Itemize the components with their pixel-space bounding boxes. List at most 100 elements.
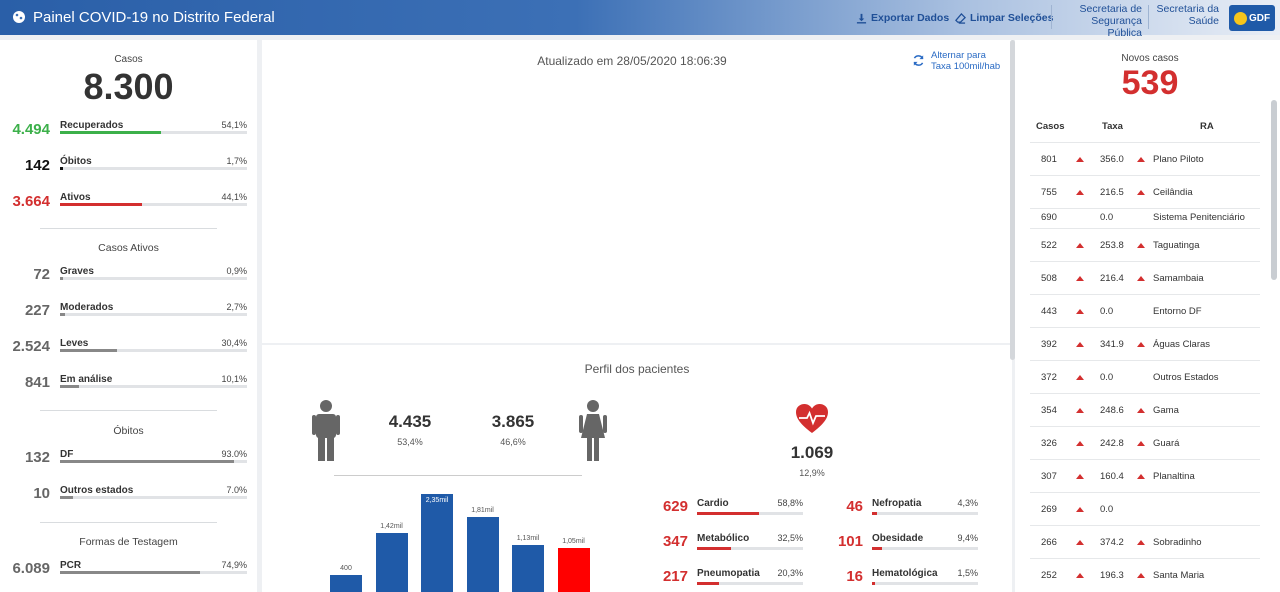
- stat-row[interactable]: 72 Graves 0,9%: [0, 266, 257, 296]
- column-header-ra[interactable]: RA: [1200, 121, 1214, 132]
- app-header: Painel COVID-19 no Distrito Federal Expo…: [0, 0, 1280, 39]
- stat-label: Moderados: [60, 302, 114, 313]
- cell-taxa: 216.5: [1100, 187, 1124, 198]
- stat-bar: [60, 349, 247, 352]
- stat-value: 142: [24, 157, 50, 174]
- stat-label: Outros estados: [60, 485, 134, 496]
- cell-casos: 392: [1041, 339, 1057, 350]
- stat-bar-fill: [60, 167, 64, 170]
- comorbidity-percent: 58,8%: [777, 498, 803, 508]
- stat-row[interactable]: 841 Em análise 10,1%: [0, 374, 257, 404]
- chart-bar[interactable]: [512, 544, 544, 592]
- comorbidity-bar: [697, 512, 803, 515]
- cell-taxa: 248.6: [1100, 405, 1124, 416]
- comorbidity-bar-fill: [872, 582, 876, 585]
- up-arrow-icon: [1076, 157, 1084, 162]
- stat-row[interactable]: 2.524 Leves 30,4%: [0, 338, 257, 368]
- table-row[interactable]: 307 160.4 Planaltina: [1030, 459, 1260, 492]
- stat-row[interactable]: 4.494 Recuperados 54,1%: [0, 120, 257, 150]
- table-row[interactable]: 690 0.0 Sistema Penitenciário: [1030, 208, 1260, 228]
- column-header-casos[interactable]: Casos: [1036, 121, 1065, 132]
- chart-bar[interactable]: [375, 532, 408, 592]
- divider: [40, 522, 217, 523]
- cell-taxa: 341.9: [1100, 339, 1124, 350]
- comorbidity-percent: 1,5%: [957, 568, 978, 578]
- stat-bar-fill: [60, 460, 234, 463]
- saude-link[interactable]: Secretaria da Saúde: [1152, 3, 1219, 27]
- new-cases-panel: [1015, 40, 1280, 592]
- column-header-taxa[interactable]: Taxa: [1102, 121, 1123, 132]
- table-row[interactable]: 326 242.8 Guará: [1030, 426, 1260, 459]
- table-row[interactable]: 801 356.0 Plano Piloto: [1030, 142, 1260, 175]
- up-arrow-icon: [1076, 276, 1084, 281]
- cell-casos: 801: [1041, 154, 1057, 165]
- toggle-line2: Taxa 100mil/hab: [931, 61, 1001, 72]
- table-row[interactable]: 392 341.9 Águas Claras: [1030, 327, 1260, 360]
- female-percent: 46,6%: [500, 437, 526, 447]
- chart-bar-label: 1,81mil: [471, 506, 494, 514]
- stat-percent: 2,7%: [226, 302, 247, 312]
- center-scrollbar[interactable]: [1010, 40, 1015, 360]
- comorbidity-percent: 32,5%: [777, 533, 803, 543]
- comorbidity-value: 46: [846, 498, 863, 515]
- up-arrow-icon: [1076, 507, 1084, 512]
- stat-value: 10: [33, 485, 50, 502]
- updated-timestamp: Atualizado em 28/05/2020 18:06:39: [537, 54, 727, 68]
- table-scrollbar[interactable]: [1271, 100, 1277, 280]
- comorbidity-percent: 20,3%: [777, 568, 803, 578]
- stat-label: DF: [60, 449, 74, 460]
- comorbidity-percent: 12,9%: [799, 468, 825, 478]
- stat-value: 72: [33, 266, 50, 283]
- new-cases-total: 539: [1121, 64, 1179, 102]
- stat-value: 3.664: [12, 193, 50, 210]
- stat-percent: 74,9%: [221, 560, 247, 570]
- toggle-rate-button[interactable]: Alternar para Taxa 100mil/hab: [912, 50, 1000, 72]
- download-icon: [856, 13, 867, 24]
- eraser-icon: [955, 12, 966, 24]
- chart-bar[interactable]: [466, 516, 499, 592]
- chart-bar-label: 1,42mil: [380, 522, 403, 530]
- up-arrow-icon: [1137, 243, 1145, 248]
- table-row[interactable]: 755 216.5 Ceilândia: [1030, 175, 1260, 208]
- stat-row[interactable]: 6.089 PCR 74,9%: [0, 560, 257, 590]
- page-title: Painel COVID-19 no Distrito Federal: [33, 9, 275, 26]
- table-row[interactable]: 443 0.0 Entorno DF: [1030, 294, 1260, 327]
- table-row[interactable]: 372 0.0 Outros Estados: [1030, 360, 1260, 393]
- stat-row[interactable]: 3.664 Ativos 44,1%: [0, 192, 257, 222]
- stat-bar: [60, 385, 247, 388]
- stat-row[interactable]: 132 DF 93.0%: [0, 449, 257, 479]
- cell-ra: Planaltina: [1153, 471, 1195, 482]
- table-row[interactable]: 354 248.6 Gama: [1030, 393, 1260, 426]
- table-row[interactable]: 266 374.2 Sobradinho: [1030, 525, 1260, 558]
- stat-bar-fill: [60, 385, 79, 388]
- stat-value: 2.524: [12, 338, 50, 355]
- chart-bar[interactable]: [330, 575, 362, 592]
- gdf-logo: GDF: [1229, 5, 1275, 31]
- cell-ra: Guará: [1153, 438, 1180, 449]
- chart-bar-label: 1,05mil: [562, 538, 585, 546]
- cell-taxa: 242.8: [1100, 438, 1124, 449]
- clear-selections-button[interactable]: Limpar Seleções: [955, 12, 1053, 24]
- saude-line1: Secretaria da: [1156, 3, 1219, 15]
- cell-casos: 252: [1041, 570, 1057, 581]
- stat-row[interactable]: 10 Outros estados 7.0%: [0, 485, 257, 515]
- export-data-button[interactable]: Exportar Dados: [856, 12, 949, 24]
- cell-casos: 326: [1041, 438, 1057, 449]
- seguranca-link[interactable]: Secretaria de Segurança Pública: [1055, 3, 1142, 39]
- table-row[interactable]: 252 196.3 Santa Maria: [1030, 558, 1260, 591]
- stat-row[interactable]: 227 Moderados 2,7%: [0, 302, 257, 332]
- table-row[interactable]: 508 216.4 Samambaia: [1030, 261, 1260, 294]
- stat-row[interactable]: 142 Óbitos 1,7%: [0, 156, 257, 186]
- tests-title: Formas de Testagem: [79, 536, 178, 548]
- stat-percent: 10,1%: [221, 374, 247, 384]
- male-count: 4.435: [388, 412, 432, 431]
- table-row[interactable]: 269 0.0: [1030, 492, 1260, 525]
- chart-bar[interactable]: [557, 548, 590, 592]
- stat-bar-fill: [60, 349, 117, 352]
- cell-casos: 690: [1041, 212, 1057, 223]
- chart-bar[interactable]: [421, 494, 453, 592]
- comorbidity-value: 16: [846, 568, 863, 585]
- table-row[interactable]: 522 253.8 Taguatinga: [1030, 228, 1260, 261]
- up-arrow-icon: [1137, 190, 1145, 195]
- comorbidity-value: 101: [837, 533, 863, 550]
